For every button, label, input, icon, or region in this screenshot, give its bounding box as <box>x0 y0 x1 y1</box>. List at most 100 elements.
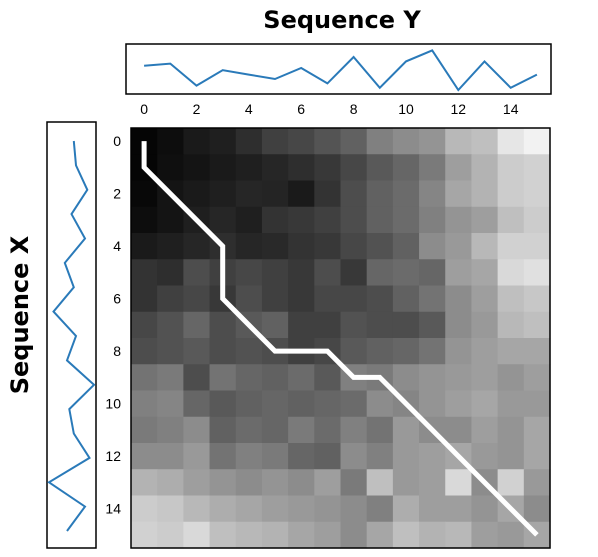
heatmap-cell <box>157 311 184 339</box>
heatmap-cell <box>314 128 342 155</box>
heatmap-cell <box>523 128 551 155</box>
heatmap-cell <box>314 311 342 339</box>
heatmap-cell <box>261 416 289 444</box>
heatmap-cell <box>419 364 446 392</box>
sequence-x-title: Sequence X <box>6 235 34 394</box>
x-tick-label: 2 <box>193 101 201 117</box>
heatmap-cell <box>497 285 525 313</box>
heatmap-cell <box>261 259 289 287</box>
heatmap-cell <box>497 364 525 392</box>
heatmap-cell <box>261 469 289 497</box>
heatmap-cell <box>183 495 211 523</box>
heatmap-cell <box>314 259 342 287</box>
heatmap-cell <box>131 233 158 260</box>
heatmap-cell <box>314 180 342 208</box>
heatmap-cell <box>366 285 394 313</box>
heatmap-cell <box>209 338 237 365</box>
heatmap-cell <box>366 154 394 182</box>
heatmap-cell <box>340 206 368 234</box>
heatmap-cell <box>157 521 184 549</box>
heatmap-cell <box>366 206 394 234</box>
heatmap-cell <box>314 469 342 497</box>
heatmap-cell <box>157 259 184 287</box>
heatmap-cell <box>497 416 525 444</box>
heatmap-cell <box>366 416 394 444</box>
heatmap-cell <box>419 311 446 339</box>
y-tick-label: 8 <box>113 343 121 359</box>
y-tick-label: 2 <box>113 186 121 202</box>
heatmap-cell <box>314 416 342 444</box>
cost-matrix-heatmap <box>131 128 551 549</box>
heatmap-cell <box>419 180 446 208</box>
heatmap-cell <box>183 443 211 470</box>
heatmap-cell <box>523 443 551 470</box>
heatmap-cell <box>445 154 473 182</box>
sequence-y-title: Sequence Y <box>263 6 421 34</box>
heatmap-cell <box>419 259 446 287</box>
heatmap-cell <box>131 521 158 549</box>
heatmap-cell <box>340 259 368 287</box>
heatmap-cell <box>340 180 368 208</box>
heatmap-cell <box>471 259 499 287</box>
heatmap-frame <box>130 127 551 549</box>
heatmap-cell <box>497 443 525 470</box>
sequence-y-panel <box>125 43 552 95</box>
heatmap-cell <box>235 128 263 155</box>
heatmap-cell <box>419 443 446 470</box>
heatmap-cell <box>183 416 211 444</box>
heatmap-cell <box>157 469 184 497</box>
heatmap-cell <box>288 495 315 523</box>
heatmap-cell <box>471 443 499 470</box>
heatmap-cell <box>131 285 158 313</box>
heatmap-cell <box>419 233 446 260</box>
heatmap-cell <box>497 233 525 260</box>
heatmap-cell <box>157 390 184 418</box>
heatmap-cell <box>471 416 499 444</box>
heatmap-cell <box>261 390 289 418</box>
heatmap-cell <box>340 154 368 182</box>
heatmap-cell <box>366 259 394 287</box>
heatmap-cell <box>471 338 499 365</box>
heatmap-cell <box>445 311 473 339</box>
heatmap-cell <box>183 154 211 182</box>
heatmap-cell <box>366 311 394 339</box>
heatmap-cell <box>261 128 289 155</box>
heatmap-cell <box>523 233 551 260</box>
heatmap-cell <box>366 128 394 155</box>
heatmap-cell <box>366 233 394 260</box>
heatmap-cell <box>340 338 368 365</box>
heatmap-cell <box>183 311 211 339</box>
heatmap-cell <box>288 233 315 260</box>
heatmap-cell <box>497 259 525 287</box>
heatmap-cell <box>235 338 263 365</box>
heatmap-cell <box>209 128 237 155</box>
heatmap-cell <box>392 521 420 549</box>
heatmap-cell <box>183 180 211 208</box>
heatmap-cell <box>261 443 289 470</box>
heatmap-cell <box>235 390 263 418</box>
heatmap-cell <box>392 416 420 444</box>
heatmap-cell <box>497 469 525 497</box>
heatmap-cell <box>209 206 237 234</box>
heatmap-cell <box>392 364 420 392</box>
heatmap-cell <box>235 285 263 313</box>
heatmap-cell <box>131 364 158 392</box>
heatmap-cell <box>157 416 184 444</box>
heatmap-cell <box>392 495 420 523</box>
heatmap-cell <box>288 180 315 208</box>
heatmap-cell <box>183 233 211 260</box>
heatmap-cell <box>523 390 551 418</box>
heatmap-cell <box>157 206 184 234</box>
heatmap-cell <box>314 364 342 392</box>
heatmap-cell <box>471 154 499 182</box>
heatmap-cell <box>288 364 315 392</box>
heatmap-cell <box>445 521 473 549</box>
heatmap-cell <box>183 128 211 155</box>
heatmap-cell <box>288 154 315 182</box>
heatmap-cell <box>419 128 446 155</box>
heatmap-cell <box>340 443 368 470</box>
heatmap-cell <box>497 338 525 365</box>
heatmap-cell <box>235 495 263 523</box>
heatmap-cell <box>523 338 551 365</box>
heatmap-cell <box>235 233 263 260</box>
